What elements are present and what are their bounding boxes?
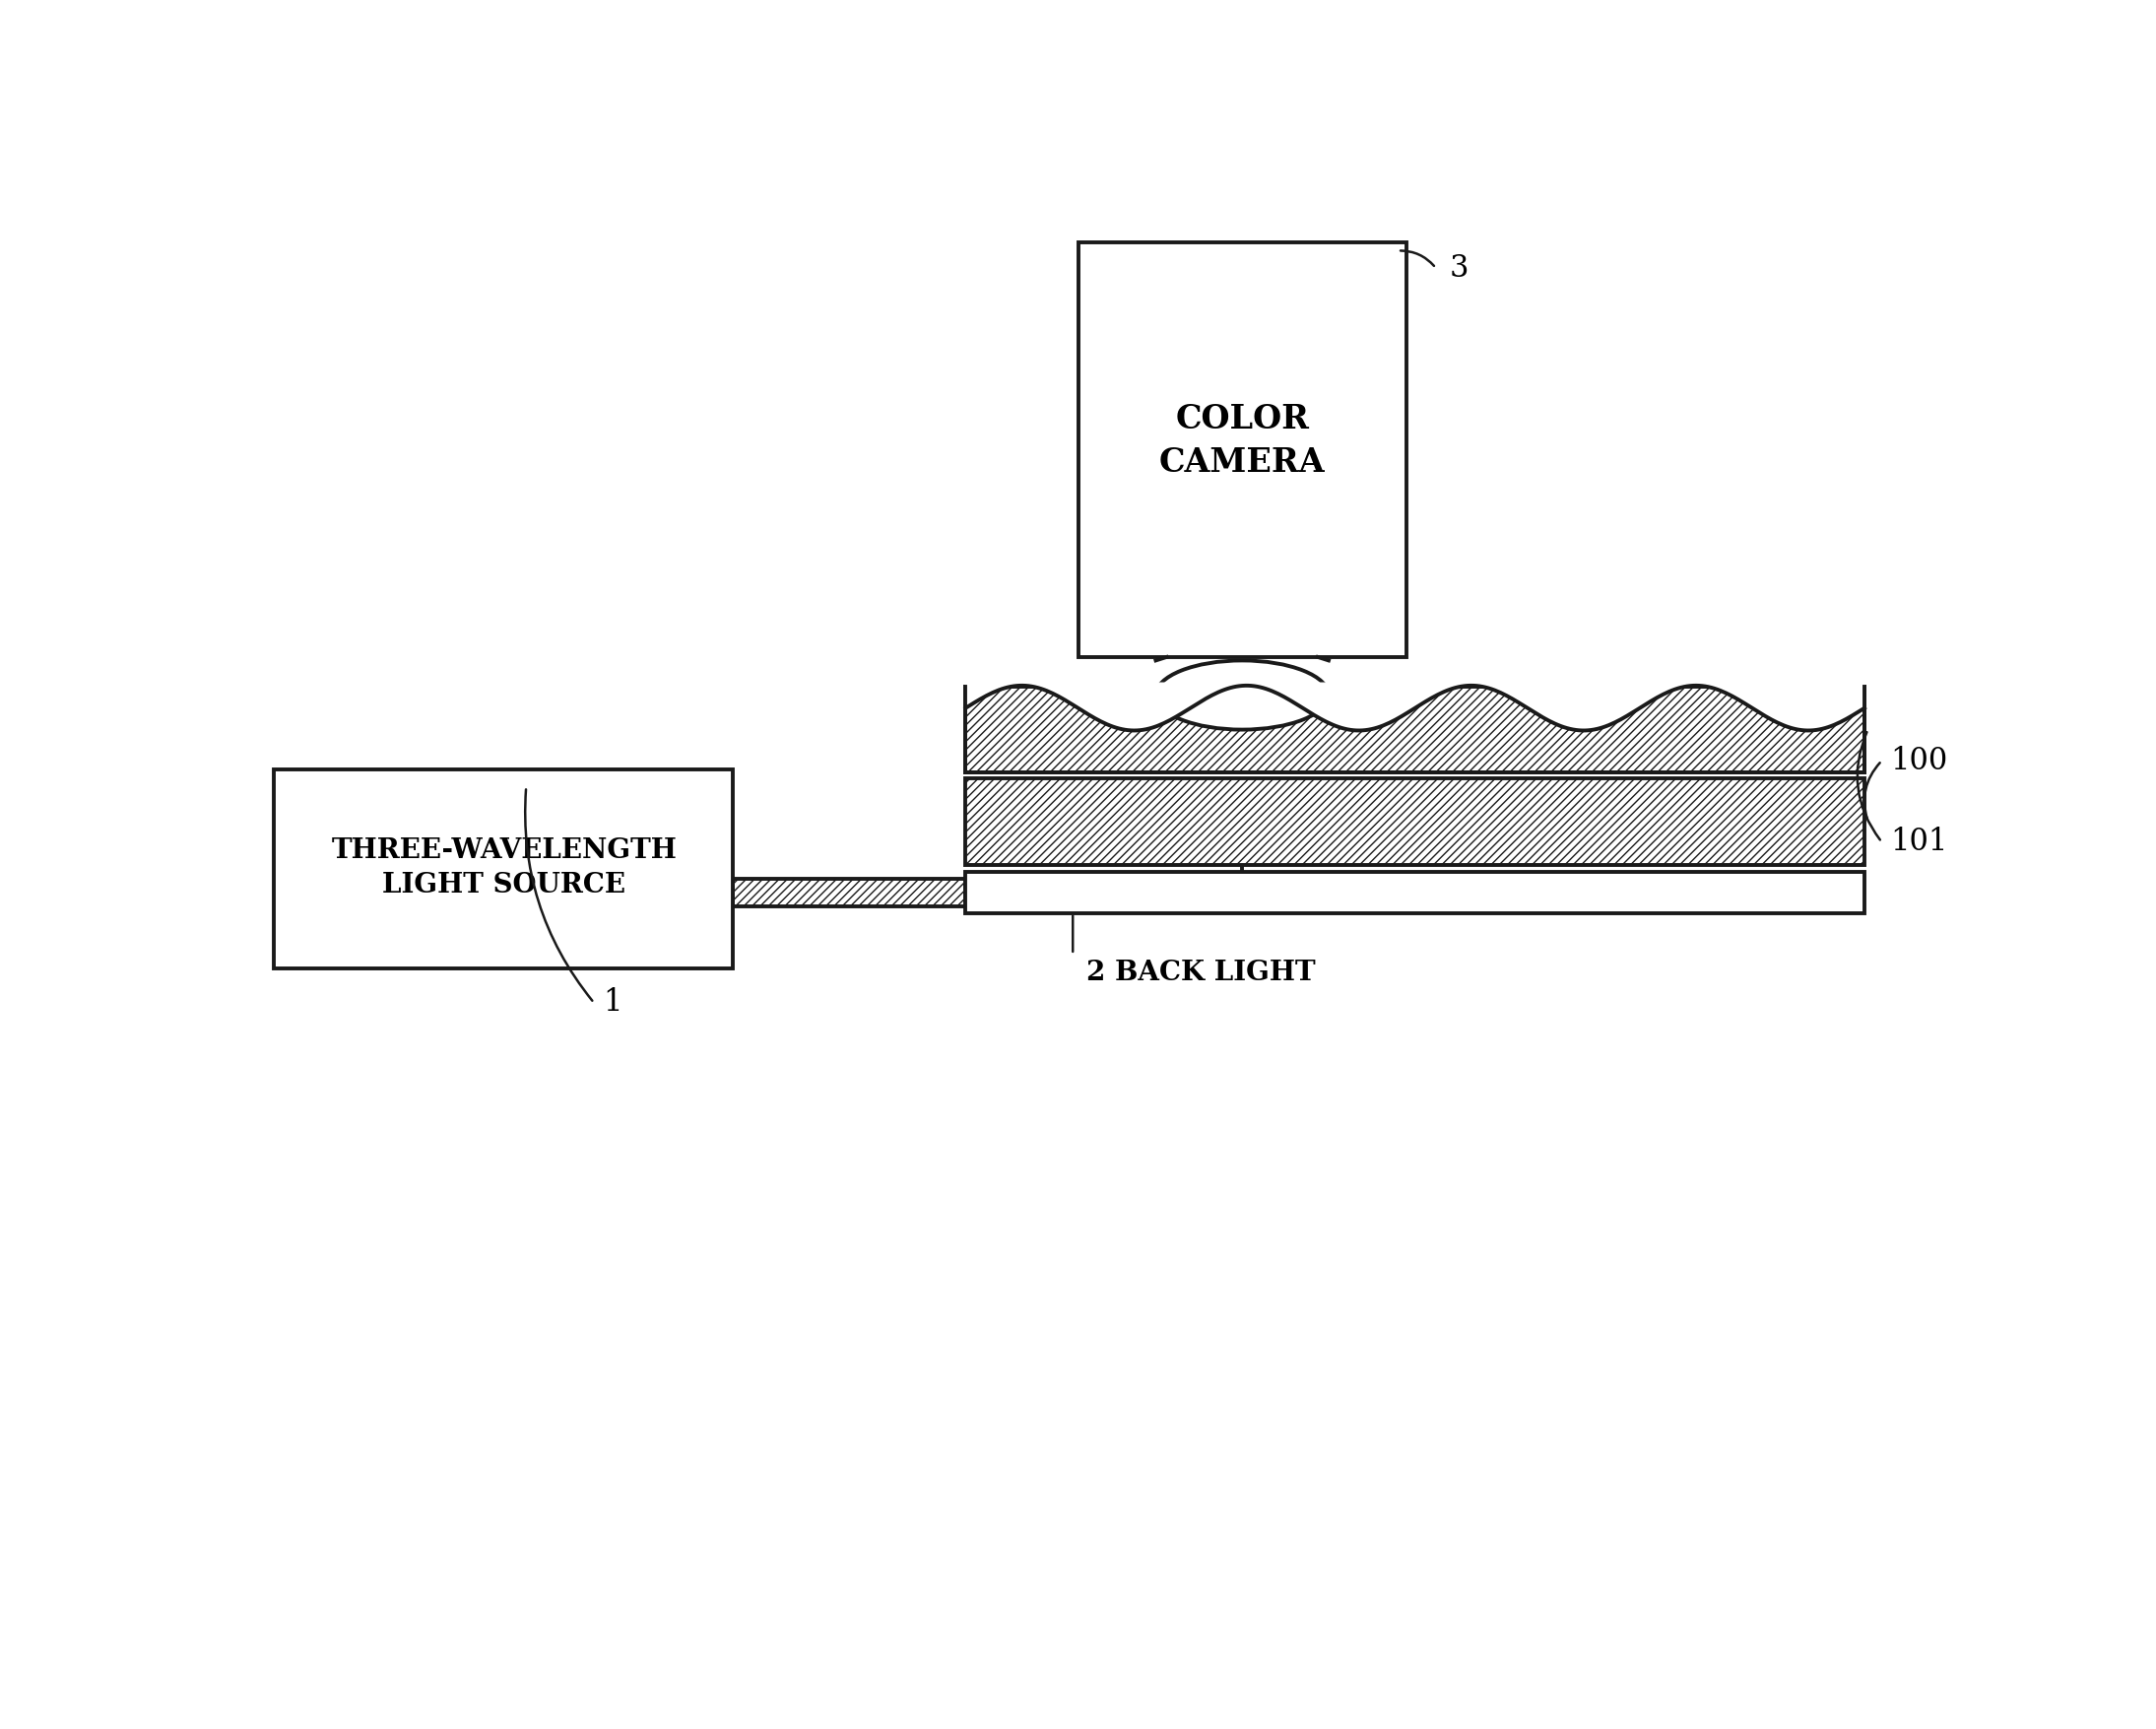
Text: THREE-WAVELENGTH
LIGHT SOURCE: THREE-WAVELENGTH LIGHT SOURCE — [332, 837, 677, 899]
Text: 100: 100 — [1891, 745, 1947, 776]
Text: 1: 1 — [604, 987, 621, 1018]
Polygon shape — [966, 683, 1865, 730]
Bar — [733, 880, 966, 908]
Text: COLOR
CAMERA: COLOR CAMERA — [1160, 403, 1326, 479]
Text: 3: 3 — [1449, 252, 1468, 284]
Bar — [966, 871, 1865, 913]
Bar — [274, 769, 733, 968]
Ellipse shape — [1156, 660, 1328, 730]
Bar — [966, 778, 1865, 864]
Text: 2 BACK LIGHT: 2 BACK LIGHT — [1087, 960, 1315, 986]
Bar — [966, 686, 1865, 773]
Text: 101: 101 — [1891, 826, 1947, 858]
Bar — [1078, 242, 1406, 657]
